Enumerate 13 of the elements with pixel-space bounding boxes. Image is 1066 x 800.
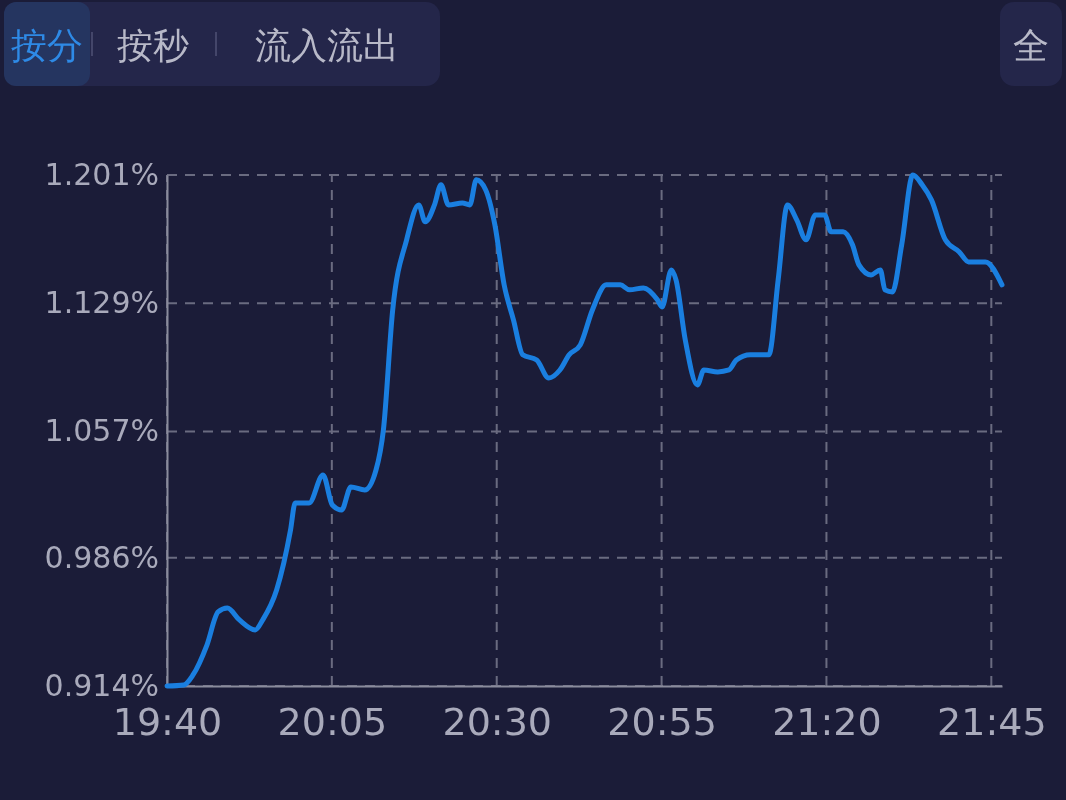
text: 全 bbox=[1013, 25, 1049, 66]
text: 流入流出 bbox=[255, 25, 399, 66]
text: 按秒 bbox=[117, 25, 189, 66]
x-tick-label: 20:05 bbox=[277, 699, 388, 744]
y-tick-label: 1.129% bbox=[44, 285, 159, 321]
y-tick-label: 0.986% bbox=[44, 539, 159, 575]
x-tick-label: 20:55 bbox=[607, 699, 717, 744]
y-tick-label: 1.201% bbox=[44, 157, 159, 193]
x-tick-label: 20:30 bbox=[442, 699, 552, 744]
y-tick-label: 1.057% bbox=[44, 413, 159, 449]
text: 按分 bbox=[11, 25, 83, 66]
x-tick-label: 21:20 bbox=[772, 699, 882, 744]
x-tick-label: 21:45 bbox=[937, 699, 1047, 744]
